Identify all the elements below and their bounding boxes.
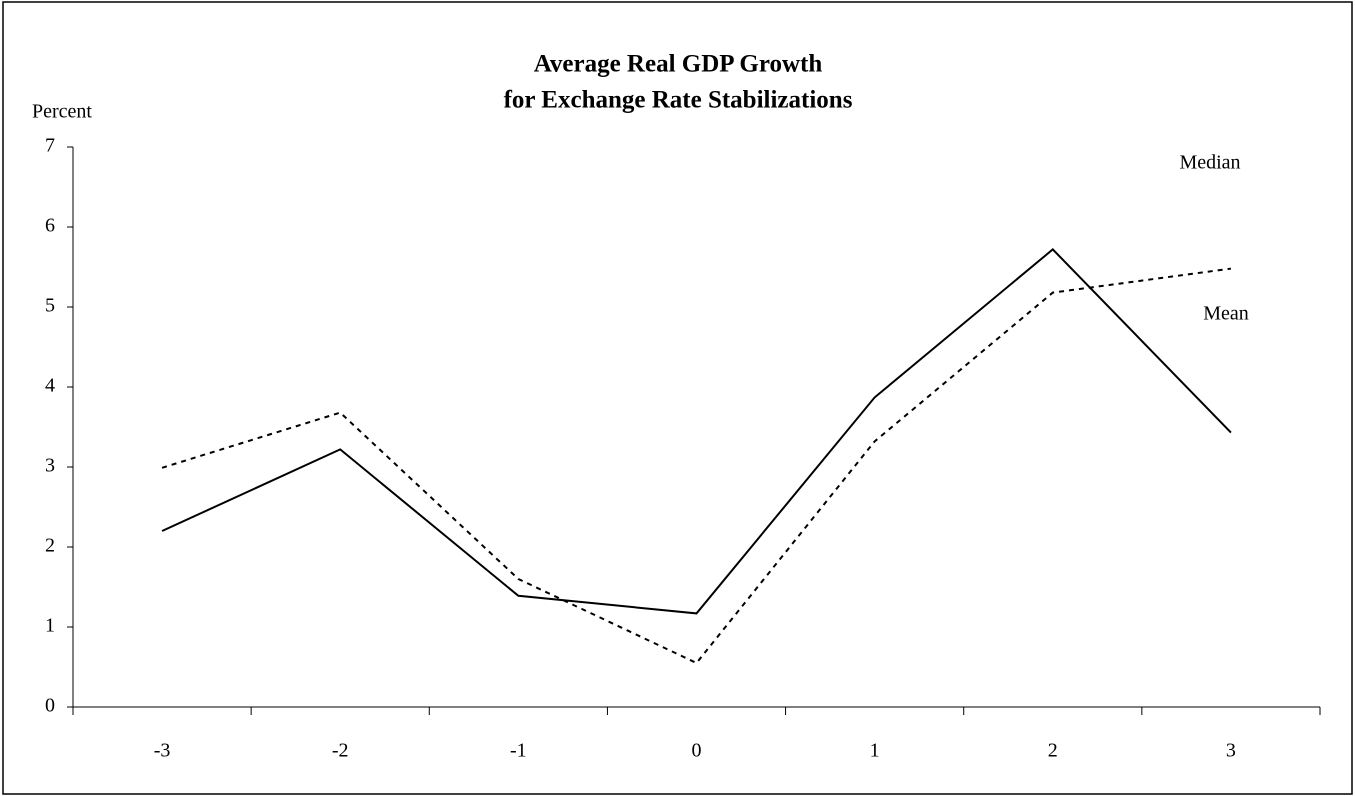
y-tick-label: 1: [45, 615, 55, 637]
y-tick-label: 2: [45, 535, 55, 557]
x-tick-label: -3: [154, 740, 171, 762]
x-tick-label: -2: [332, 740, 349, 762]
series-label: Median: [1179, 152, 1240, 174]
series-line: [161, 267, 1232, 665]
series-line: [161, 248, 1232, 615]
x-tick-label: 0: [692, 740, 702, 762]
x-tick-label: -1: [510, 740, 527, 762]
y-axis-label: Percent: [32, 101, 92, 123]
y-tick-label: 5: [45, 295, 55, 317]
x-tick-label: 2: [1048, 740, 1058, 762]
y-tick-label: 0: [45, 695, 55, 717]
y-tick-label: 3: [45, 455, 55, 477]
y-tick-label: 6: [45, 215, 55, 237]
series-label: Mean: [1203, 303, 1249, 325]
y-tick-label: 4: [45, 375, 55, 397]
x-tick-label: 3: [1226, 740, 1236, 762]
y-tick-label: 7: [45, 135, 55, 157]
chart-title: Average Real GDP Growth: [534, 51, 823, 78]
chart-title: for Exchange Rate Stabilizations: [504, 87, 853, 114]
x-tick-label: 1: [870, 740, 880, 762]
